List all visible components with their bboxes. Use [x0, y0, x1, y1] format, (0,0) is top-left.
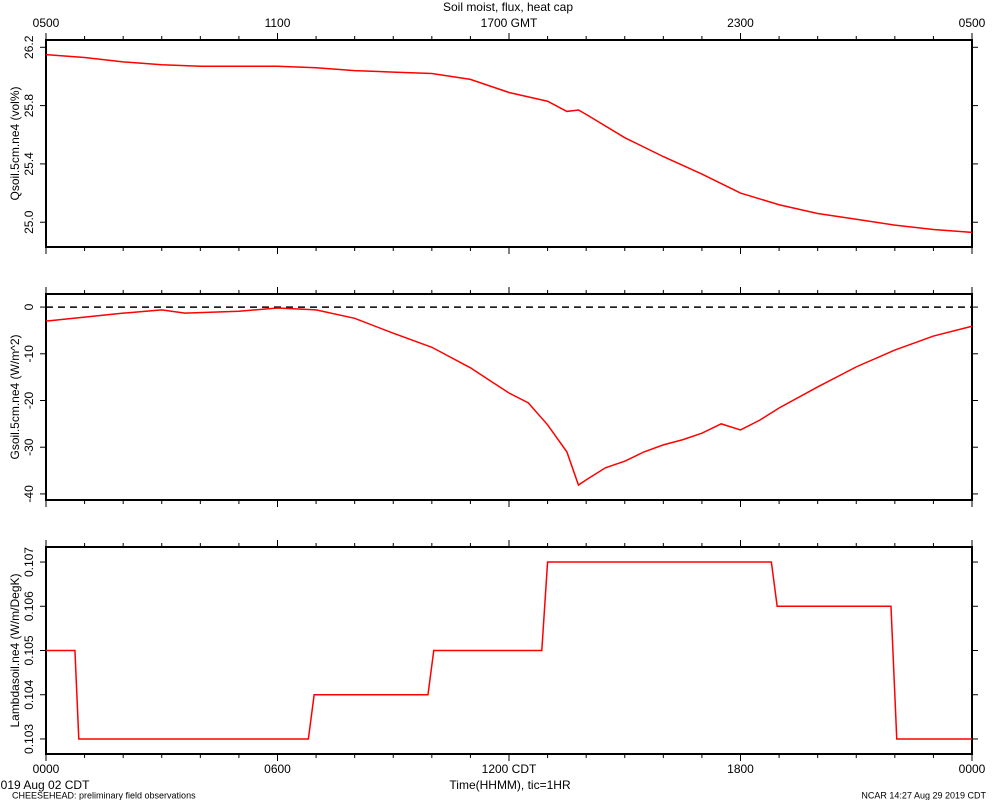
y-tick-label: 0.106: [22, 591, 36, 621]
data-line: [45, 307, 973, 487]
y-tick-label: 25.0: [22, 210, 36, 234]
x-tick-label: 0000: [33, 762, 60, 776]
y-tick-label: 0.107: [22, 547, 36, 577]
y-axis-title: Lambdasoil.ne4 (W/m/DegK): [8, 573, 22, 727]
footer-right: NCAR 14:27 Aug 29 2019 CDT: [861, 790, 986, 800]
x2-tick-label: 0500: [959, 16, 986, 30]
y-tick-label: 25.8: [22, 94, 36, 118]
plot-frame: [45, 293, 973, 501]
y-tick-label: 25.4: [22, 152, 36, 176]
y-tick-label: 0: [22, 303, 36, 310]
x-tick-label: 0000: [959, 762, 986, 776]
y-tick-label: -40: [22, 485, 36, 503]
date-label: 2019 Aug 02 CDT: [0, 778, 90, 792]
y-tick-label: 0.103: [22, 724, 36, 754]
x-tick-label: 1200 CDT: [482, 762, 537, 776]
y-tick-label: 0.105: [22, 635, 36, 665]
footer-left: CHEESEHEAD: preliminary field observatio…: [12, 790, 196, 800]
y-tick-label: -30: [22, 438, 36, 456]
x2-tick-label: 1100: [265, 16, 291, 30]
x-tick-label: 0600: [264, 762, 291, 776]
x-tick-label: 1800: [727, 762, 754, 776]
data-line: [45, 53, 973, 234]
y-tick-label: -20: [22, 392, 36, 410]
x2-tick-label: 1700 GMT: [481, 16, 538, 30]
y-tick-label: 0.104: [22, 679, 36, 709]
x-axis-title: Time(HHMM), tic=1HR: [449, 778, 571, 792]
x2-tick-label: 0500: [33, 16, 60, 30]
y-tick-label: -10: [22, 345, 36, 363]
data-line: [46, 561, 972, 740]
y-axis-title: Gsoil.5cm.ne4 (W/m^2): [8, 335, 22, 460]
y-axis-title: Qsoil.5cm.ne4 (vol%): [8, 86, 22, 200]
x2-tick-label: 2300: [727, 16, 754, 30]
chart-title: Soil moist, flux, heat cap: [443, 0, 573, 14]
y-tick-label: 26.2: [22, 35, 36, 59]
